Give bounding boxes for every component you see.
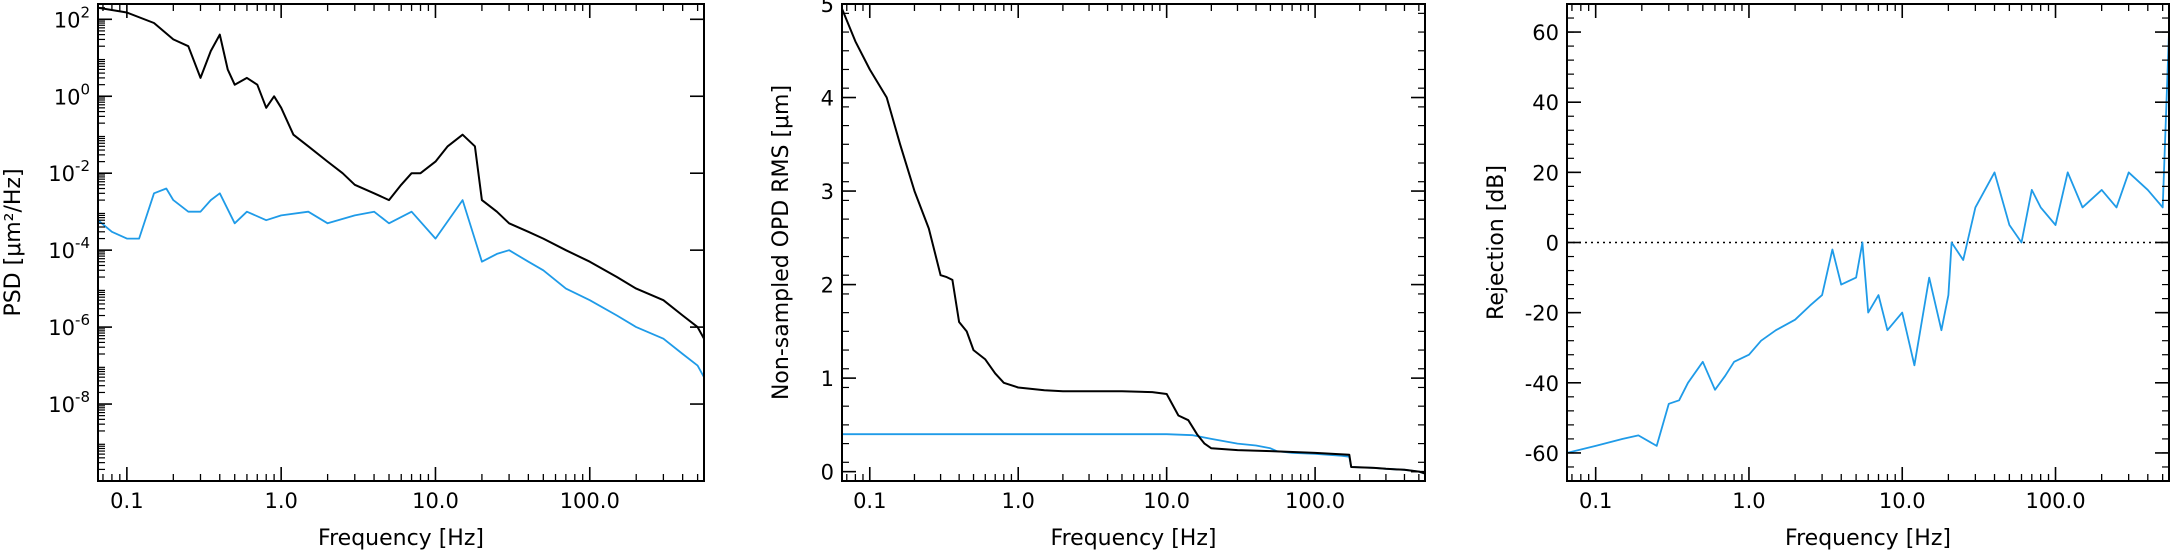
y-tick-label: 10-4 [48,234,90,263]
x-tick-label: 100.0 [560,489,620,513]
opd-rms-panel: 0.1 1.0 10.0 100.0 0 1 2 3 4 5 Frequency [Hz] Non-s… [769,0,1426,551]
y-tick-label: 0 [821,461,834,485]
black-series-line [842,8,1425,475]
y-tick-label: 10-8 [48,388,90,417]
y-tick-label: 0 [1546,232,1559,256]
y-tick-label: 40 [1532,91,1559,115]
x-tick-label: 0.1 [1579,489,1612,513]
y-tick-label: 60 [1532,21,1559,45]
x-tick-label: 100.0 [2025,489,2085,513]
x-tick-label: 10.0 [1143,489,1190,513]
x-tick-label: 10.0 [1879,489,1926,513]
x-tick-label: 1.0 [264,489,297,513]
x-tick-label: 0.1 [853,489,886,513]
y-tick-label: -20 [1525,302,1559,326]
plot-frame [97,3,705,482]
y-axis-title: Non-sampled OPD RMS [μm] [769,85,794,400]
y-tick-label: 20 [1532,161,1559,185]
y-tick-label: 100 [54,80,90,109]
x-tick-label: 100.0 [1285,489,1345,513]
y-tick-label: 102 [54,3,90,32]
blue-series-line [1567,32,2169,454]
rejection-panel: 0.1 1.0 10.0 100.0 -60 -40 -20 0 20 40 60 Frequency… [1484,3,2170,551]
y-tick-label: 10-2 [48,157,90,186]
x-axis-title: Frequency [Hz] [318,526,484,551]
x-tick-label: 0.1 [110,489,143,513]
y-tick-label: 10-6 [48,311,90,340]
plot-frame [841,3,1426,482]
y-tick-label: 3 [821,180,834,204]
y-tick-label: -40 [1525,372,1559,396]
y-tick-label: -60 [1525,442,1559,466]
x-tick-label: 10.0 [412,489,459,513]
y-tick-label: 4 [821,87,834,111]
y-tick-label: 5 [821,0,834,17]
x-tick-label: 1.0 [1002,489,1035,513]
y-axis-title: PSD [μm²/Hz] [1,168,26,316]
black-series-line [98,6,704,340]
blue-series-line [98,187,704,378]
y-tick-label: 1 [821,367,834,391]
x-axis-title: Frequency [Hz] [1051,526,1217,551]
x-tick-label: 1.0 [1732,489,1765,513]
x-axis-title: Frequency [Hz] [1785,526,1951,551]
y-axis-title: Rejection [dB] [1484,165,1509,320]
psd-panel: 0.1 1.0 10.0 100.0 10-8 10-6 10-4 10-2 100 102 Fre… [1,3,705,551]
y-tick-label: 2 [821,274,834,298]
